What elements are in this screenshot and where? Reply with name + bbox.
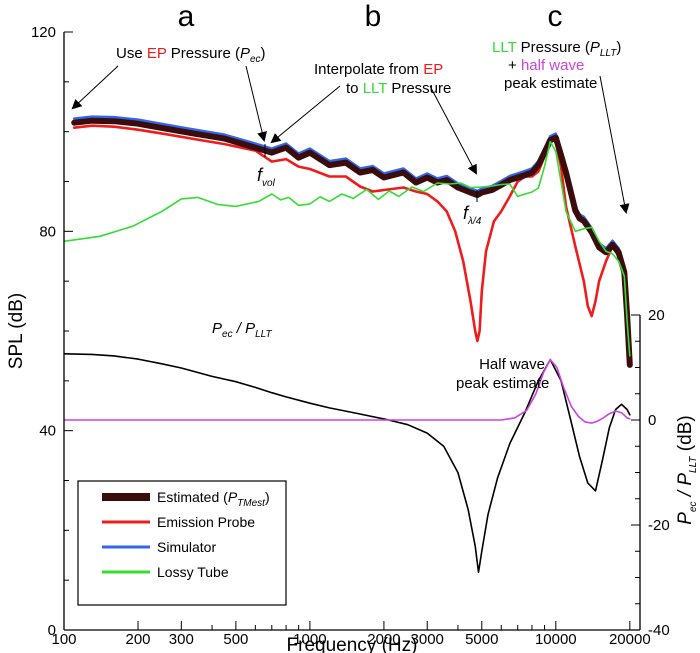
ann-interp-llt: LLT xyxy=(363,80,388,97)
x-tick-label-500: 500 xyxy=(223,631,248,648)
ann-use-post: ) xyxy=(261,45,266,62)
panel-label-c: c xyxy=(548,0,563,33)
arrow-interpolate-left xyxy=(270,85,341,144)
legend-label-lossy-tube: Lossy Tube xyxy=(157,564,229,580)
ratio-mid: / P xyxy=(233,320,256,337)
ann-llt-sub: LLT xyxy=(600,48,617,59)
legend-est-p: P xyxy=(228,489,238,505)
legend-label-emission-probe: Emission Probe xyxy=(157,514,255,530)
annotation-interpolate-line1: Interpolate from EP xyxy=(314,61,443,78)
arrow-use-ep-right xyxy=(245,65,267,142)
ann-llt-mid: Pressure ( xyxy=(516,39,589,56)
y2-axis-label: Pec / PLLT (dB) xyxy=(675,415,699,524)
y2-label-p: P xyxy=(675,512,696,525)
y-tick-label-80: 80 xyxy=(39,223,56,240)
legend-est-pre: Estimated ( xyxy=(157,489,228,505)
legend-est-post: ) xyxy=(265,489,270,505)
flambda-label: fλ/4 xyxy=(463,203,482,227)
panel-label-a: a xyxy=(178,0,195,33)
fvol-label: fvol xyxy=(257,165,276,189)
ann-llt-post: ) xyxy=(616,39,621,56)
x-tick-label-200: 200 xyxy=(126,631,151,648)
ann-llt-halfwave: half wave xyxy=(521,57,584,74)
series-line-lossy-tube xyxy=(64,140,631,357)
y-tick-label-120: 120 xyxy=(31,24,56,41)
ann-interp-ep: EP xyxy=(423,61,443,78)
arrow-llt xyxy=(599,75,630,214)
legend-box xyxy=(77,480,287,606)
y-tick-label-40: 40 xyxy=(39,423,56,440)
ratio-p1: P xyxy=(212,320,222,337)
annotation-interpolate-line2: to LLT Pressure xyxy=(346,80,451,97)
y-tick-label-0: 0 xyxy=(48,622,56,639)
annotation-llt-line2: + half wave xyxy=(508,57,584,74)
x-tick-label-3000: 3000 xyxy=(411,631,444,648)
y2-label-unit: (dB) xyxy=(675,415,696,456)
legend-est-sub: TMest xyxy=(237,498,266,509)
ann-use-pre: Use xyxy=(116,45,147,62)
x-tick-label-100: 100 xyxy=(51,631,76,648)
y2-tick-label-20: 20 xyxy=(648,307,665,324)
ann-interp-pre: Interpolate from xyxy=(314,61,423,78)
y2-label-mid: / P xyxy=(675,473,696,502)
legend-label-estimated: Estimated (PTMest) xyxy=(157,489,270,509)
series-line-half-wave-peak-estimate xyxy=(64,358,631,424)
legend-label-simulator: Simulator xyxy=(157,539,216,555)
x-tick-label-1000: 1000 xyxy=(293,631,326,648)
series-line-emission-probe xyxy=(72,124,632,358)
ann-use-p: P xyxy=(240,45,250,62)
series-line-pec-pllt xyxy=(64,352,631,574)
ann-use-mid: Pressure ( xyxy=(167,45,240,62)
arrow-use-ep-left xyxy=(71,65,119,110)
annotation-llt-line3: peak estimate xyxy=(504,75,597,92)
y2-label-sub-llt: LLT xyxy=(688,456,699,473)
fvol-sub: vol xyxy=(262,178,276,189)
half-wave-label-line2: peak estimate xyxy=(456,375,549,392)
annotation-use-ep: Use EP Pressure (Pec) xyxy=(116,45,266,65)
arrow-interpolate-right xyxy=(429,85,477,175)
flambda-f: f xyxy=(463,203,470,223)
ratio-s1: ec xyxy=(222,329,233,340)
ann-use-ep: EP xyxy=(147,45,167,62)
panel-label-b: b xyxy=(365,0,382,33)
ann-use-sub: ec xyxy=(250,54,261,65)
x-tick-label-10000: 10000 xyxy=(535,631,577,648)
ann-llt-plus: + xyxy=(508,57,521,74)
y2-tick-label-0: 0 xyxy=(648,412,656,429)
ann-interp-to: to xyxy=(346,80,363,97)
ann-llt-llt: LLT xyxy=(492,39,517,56)
ann-interp-post: Pressure xyxy=(387,80,451,97)
ticks-layer: 100 200 300 500 1000 2000 3000 5000 10000 2000004… xyxy=(31,24,670,648)
x-axis-label: Frequency (Hz) xyxy=(287,635,418,653)
y2-label-sub-ec: ec xyxy=(688,501,699,512)
x-tick-label-2000: 2000 xyxy=(367,631,400,648)
x-tick-label-300: 300 xyxy=(169,631,194,648)
y2-tick-label--20: -20 xyxy=(648,517,670,534)
half-wave-label-line1: Half wave xyxy=(479,356,545,373)
y-axis-label: SPL (dB) xyxy=(6,293,27,369)
legend: Estimated (PTMest) Emission Probe Simula… xyxy=(77,480,287,606)
fvol-f: f xyxy=(257,165,264,185)
ratio-curve-label: Pec / PLLT xyxy=(212,320,272,340)
flambda-sub: λ/4 xyxy=(467,216,482,227)
ratio-s2: LLT xyxy=(255,329,272,340)
annotation-llt-line1: LLT Pressure (PLLT) xyxy=(492,39,621,59)
ann-llt-p: P xyxy=(590,39,600,56)
y2-tick-label--40: -40 xyxy=(648,622,670,639)
x-tick-label-5000: 5000 xyxy=(465,631,498,648)
x-tick-label-20000: 20000 xyxy=(609,631,651,648)
